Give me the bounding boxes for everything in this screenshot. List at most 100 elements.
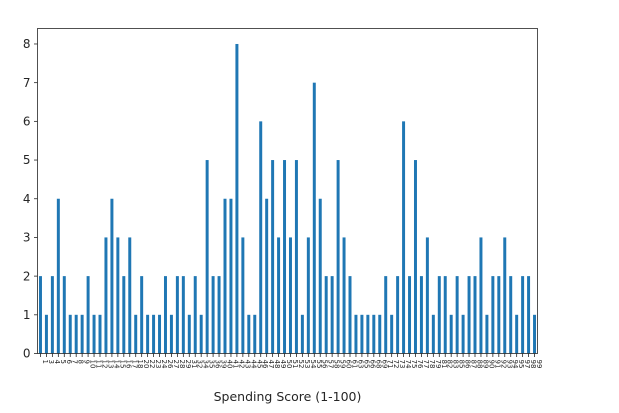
x-tick-label: 69 <box>380 360 388 369</box>
x-tick-label: 63 <box>356 360 364 369</box>
x-tick-label: 95 <box>517 360 525 369</box>
x-tick-label: 66 <box>368 360 376 369</box>
bar-76 <box>413 160 417 354</box>
bar-50 <box>283 160 287 354</box>
bar-78 <box>425 237 429 354</box>
x-tick-label: 65 <box>362 360 370 369</box>
bar-75 <box>408 276 412 354</box>
x-tick-label: 8 <box>77 360 85 364</box>
bar-59 <box>336 160 340 354</box>
bar-47 <box>265 198 269 354</box>
x-tick-label: 56 <box>321 360 329 369</box>
x-tick-label: 52 <box>297 360 305 369</box>
bar-15 <box>116 237 120 354</box>
x-tick-label: 90 <box>487 360 495 369</box>
plot-frame <box>37 28 538 354</box>
bar-99 <box>533 314 537 354</box>
x-tick-label: 43 <box>243 360 251 369</box>
y-tick-label: 5 <box>23 153 31 167</box>
bar-28 <box>175 276 179 354</box>
bar-46 <box>259 121 263 354</box>
x-tick-label: 31 <box>190 360 198 369</box>
x-tick-label: 48 <box>273 360 281 369</box>
x-tick-label: 1 <box>41 360 49 364</box>
bar-4 <box>50 276 54 354</box>
x-tick-label: 71 <box>386 360 394 369</box>
x-tick-label: 7 <box>71 360 79 364</box>
x-tick-label: 83 <box>452 360 460 369</box>
bar-68 <box>372 314 376 354</box>
bar-56 <box>318 198 322 354</box>
y-tick-label: 4 <box>23 192 31 206</box>
x-tick-label: 34 <box>202 360 210 369</box>
bars-group <box>38 43 537 354</box>
bar-23 <box>152 314 156 354</box>
x-tick-label: 3 <box>47 360 55 364</box>
y-tick-label: 7 <box>23 76 31 90</box>
bar-83 <box>449 314 453 354</box>
x-tick-label: 36 <box>214 360 222 369</box>
x-tick-label: 86 <box>464 360 472 369</box>
bar-27 <box>169 314 173 354</box>
bar-86 <box>461 314 465 354</box>
bar-91 <box>491 276 495 354</box>
x-tick-label: 9 <box>83 360 91 364</box>
bar-60 <box>342 237 346 354</box>
x-tick-label: 51 <box>291 360 299 369</box>
x-tick-label: 72 <box>392 360 400 369</box>
bar-43 <box>241 237 245 354</box>
bar-51 <box>288 237 292 354</box>
bar-6 <box>62 276 66 354</box>
bar-77 <box>419 276 423 354</box>
x-tick-label: 73 <box>398 360 406 369</box>
x-tick-label: 59 <box>339 360 347 369</box>
x-tick-label: 57 <box>327 360 335 369</box>
bar-71 <box>384 276 388 354</box>
bar-14 <box>110 198 114 354</box>
x-tick-label: 55 <box>315 360 323 369</box>
bar-61 <box>348 276 352 354</box>
x-tick-label: 49 <box>279 360 287 369</box>
x-tick-label: 94 <box>511 360 519 369</box>
x-tick-label: 45 <box>255 360 263 369</box>
bar-44 <box>247 314 251 354</box>
x-tick-label: 82 <box>446 360 454 369</box>
bar-8 <box>74 314 78 354</box>
x-tick-label: 16 <box>124 360 132 369</box>
x-tick-label: 5 <box>59 360 67 364</box>
bar-13 <box>104 237 108 354</box>
bar-53 <box>300 314 304 354</box>
bar-55 <box>312 82 316 354</box>
x-tick-label: 6 <box>65 360 73 365</box>
x-axis-label: Spending Score (1-100) <box>214 389 362 404</box>
x-tick-label: 35 <box>208 360 216 369</box>
bar-17 <box>128 237 132 354</box>
x-tick-label: 77 <box>422 360 430 369</box>
bar-87 <box>467 276 471 354</box>
x-tick-label: 47 <box>267 360 275 369</box>
bar-66 <box>366 314 370 354</box>
bar-45 <box>253 314 257 354</box>
x-tick-label: 32 <box>196 360 204 369</box>
bar-90 <box>485 314 489 354</box>
x-tick-label: 98 <box>529 360 537 369</box>
bar-11 <box>92 314 96 354</box>
bar-24 <box>158 314 162 354</box>
bar-69 <box>378 314 382 354</box>
x-tick-label: 24 <box>160 360 168 369</box>
bar-35 <box>205 160 209 354</box>
x-tick-label: 20 <box>142 360 150 369</box>
bar-39 <box>217 276 221 354</box>
x-tick-label: 85 <box>458 360 466 369</box>
bar-40 <box>223 198 227 354</box>
x-tick-label: 13 <box>106 360 114 369</box>
x-tick-label: 89 <box>481 360 489 369</box>
bar-58 <box>330 276 334 354</box>
bar-97 <box>521 276 525 354</box>
x-tick-label: 58 <box>333 360 341 369</box>
x-tick-label: 40 <box>226 360 234 369</box>
x-tick-label: 54 <box>309 360 317 369</box>
x-tick-label: 28 <box>178 360 186 369</box>
y-tick-label: 2 <box>23 269 31 283</box>
